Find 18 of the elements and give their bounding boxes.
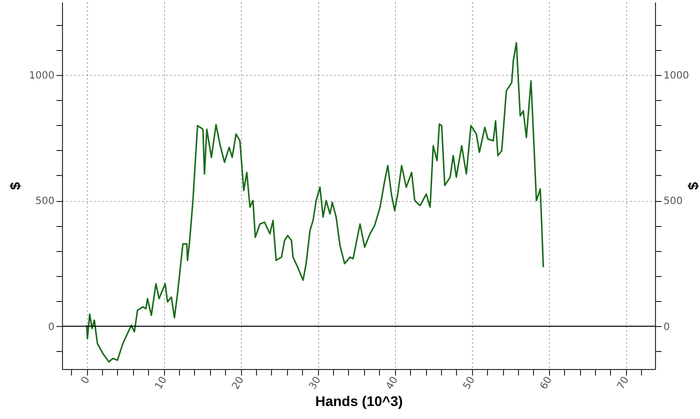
y2-tick-label: 1000	[664, 70, 689, 82]
x-tick-label: 50	[462, 375, 478, 392]
x-tick-label: 70	[616, 375, 632, 392]
x-tick-label: 40	[384, 375, 400, 392]
x-tick-label: 0	[80, 375, 92, 386]
y2-tick-label: 0	[664, 322, 670, 333]
y-axis-title: $	[7, 182, 24, 190]
y2-tick-label: 500	[664, 196, 683, 208]
y-tick-label: 1000	[29, 70, 54, 82]
y-tick-label: 0	[48, 322, 54, 333]
line-series	[86, 42, 544, 363]
x-tick-label: 60	[538, 375, 554, 392]
x-tick-label: 30	[307, 375, 324, 392]
y2-axis-title: $	[684, 182, 700, 190]
y-tick-label: 500	[35, 196, 54, 208]
x-tick-label: 10	[153, 375, 170, 392]
x-tick-label: 20	[230, 375, 246, 392]
x-axis-title: Hands (10^3)	[315, 393, 403, 410]
